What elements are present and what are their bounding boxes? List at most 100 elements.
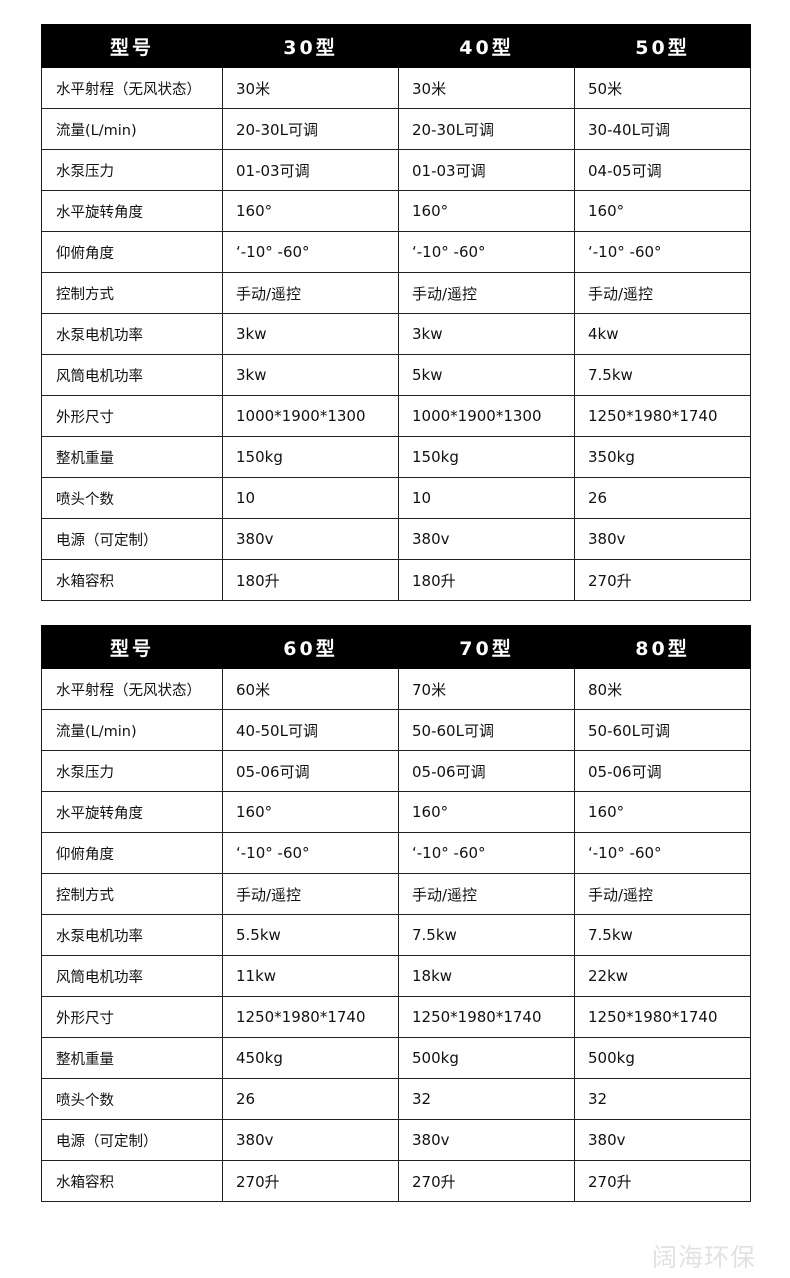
spec-label: 外形尺寸 (41, 395, 223, 437)
spec-value: 05-06可调 (222, 750, 399, 792)
spec-value: 40-50L可调 (222, 709, 399, 751)
table-row: 仰俯角度 ‘-10° -60° ‘-10° -60° ‘-10° -60° (41, 832, 751, 874)
spec-value: ‘-10° -60° (222, 231, 399, 273)
spec-value: 150kg (398, 436, 575, 478)
spec-value: 160° (222, 791, 399, 833)
table-row: 整机重量 450kg 500kg 500kg (41, 1037, 751, 1079)
spec-value: 5kw (398, 354, 575, 396)
spec-value: 手动/遥控 (222, 873, 399, 915)
header-row: 型号 30型 40型 50型 (41, 24, 751, 68)
table-row: 外形尺寸 1250*1980*1740 1250*1980*1740 1250*198… (41, 996, 751, 1038)
table-row: 仰俯角度 ‘-10° -60° ‘-10° -60° ‘-10° -60° (41, 231, 751, 273)
spec-value: 350kg (574, 436, 751, 478)
spec-value: 3kw (222, 354, 399, 396)
spec-value: 60米 (222, 668, 399, 710)
spec-value: 手动/遥控 (398, 873, 575, 915)
header-model: 50型 (574, 24, 751, 68)
spec-value: 80米 (574, 668, 751, 710)
spec-value: 01-03可调 (222, 149, 399, 191)
spec-value: 380v (222, 1119, 399, 1161)
spec-value: 50-60L可调 (574, 709, 751, 751)
spec-label: 风筒电机功率 (41, 354, 223, 396)
spec-label: 整机重量 (41, 1037, 223, 1079)
spec-value: 1250*1980*1740 (222, 996, 399, 1038)
table-row: 水平射程（无风状态） 30米 30米 50米 (41, 67, 751, 109)
spec-value: 30米 (222, 67, 399, 109)
spec-value: 160° (398, 791, 575, 833)
spec-label: 水箱容积 (41, 1160, 223, 1202)
spec-value: 7.5kw (574, 354, 751, 396)
spec-value: 270升 (222, 1160, 399, 1202)
spec-value: 18kw (398, 955, 575, 997)
table-row: 水箱容积 180升 180升 270升 (41, 559, 751, 601)
spec-value: 3kw (222, 313, 399, 355)
table-row: 水泵压力 05-06可调 05-06可调 05-06可调 (41, 750, 751, 792)
spec-label: 外形尺寸 (41, 996, 223, 1038)
spec-value: 270升 (574, 1160, 751, 1202)
spec-value: 500kg (574, 1037, 751, 1079)
spec-value: ‘-10° -60° (222, 832, 399, 874)
spec-label: 风筒电机功率 (41, 955, 223, 997)
spec-value: 30-40L可调 (574, 108, 751, 150)
spec-value: 270升 (574, 559, 751, 601)
spec-value: ‘-10° -60° (398, 832, 575, 874)
spec-value: 160° (574, 190, 751, 232)
header-model: 80型 (574, 625, 751, 669)
table-row: 电源（可定制） 380v 380v 380v (41, 1119, 751, 1161)
spec-value: 160° (398, 190, 575, 232)
spec-label: 喷头个数 (41, 477, 223, 519)
spec-value: 32 (398, 1078, 575, 1120)
header-model: 70型 (398, 625, 575, 669)
spec-value: 180升 (398, 559, 575, 601)
spec-label: 电源（可定制） (41, 1119, 223, 1161)
spec-label: 整机重量 (41, 436, 223, 478)
header-model-label: 型号 (41, 24, 223, 68)
spec-value: 7.5kw (398, 914, 575, 956)
spec-value: 450kg (222, 1037, 399, 1079)
spec-value: 50米 (574, 67, 751, 109)
table-row: 水平旋转角度 160° 160° 160° (41, 791, 751, 833)
spec-value: 1250*1980*1740 (398, 996, 575, 1038)
spec-value: 手动/遥控 (574, 272, 751, 314)
header-model: 40型 (398, 24, 575, 68)
spec-value: 270升 (398, 1160, 575, 1202)
spec-value: 20-30L可调 (398, 108, 575, 150)
spec-value: 20-30L可调 (222, 108, 399, 150)
spec-value: 50-60L可调 (398, 709, 575, 751)
spec-value: 4kw (574, 313, 751, 355)
spec-label: 喷头个数 (41, 1078, 223, 1120)
spec-label: 水箱容积 (41, 559, 223, 601)
spec-value: 1250*1980*1740 (574, 395, 751, 437)
spec-value: 手动/遥控 (398, 272, 575, 314)
spec-value: 手动/遥控 (222, 272, 399, 314)
table-row: 水泵电机功率 3kw 3kw 4kw (41, 313, 751, 355)
table-row: 控制方式 手动/遥控 手动/遥控 手动/遥控 (41, 272, 751, 314)
spec-value: 1000*1900*1300 (398, 395, 575, 437)
spec-table-2: 型号 60型 70型 80型 水平射程（无风状态） 60米 70米 80米 流量(L/min)… (41, 625, 751, 1202)
spec-value: 1000*1900*1300 (222, 395, 399, 437)
spec-value: ‘-10° -60° (574, 832, 751, 874)
spec-value: 10 (398, 477, 575, 519)
table-row: 流量(L/min) 40-50L可调 50-60L可调 50-60L可调 (41, 709, 751, 751)
spec-value: 380v (574, 518, 751, 560)
spec-value: 150kg (222, 436, 399, 478)
spec-label: 水平射程（无风状态） (41, 668, 223, 710)
spec-label: 流量(L/min) (41, 709, 223, 751)
table-row: 电源（可定制） 380v 380v 380v (41, 518, 751, 560)
spec-value: 26 (574, 477, 751, 519)
header-model: 30型 (222, 24, 399, 68)
spec-value: 05-06可调 (398, 750, 575, 792)
table-row: 喷头个数 10 10 26 (41, 477, 751, 519)
table-row: 水平旋转角度 160° 160° 160° (41, 190, 751, 232)
spec-value: 22kw (574, 955, 751, 997)
spec-value: 380v (398, 1119, 575, 1161)
table-row: 流量(L/min) 20-30L可调 20-30L可调 30-40L可调 (41, 108, 751, 150)
table-row: 外形尺寸 1000*1900*1300 1000*1900*1300 1250*198… (41, 395, 751, 437)
spec-value: 手动/遥控 (574, 873, 751, 915)
spec-label: 水泵电机功率 (41, 313, 223, 355)
spec-value: 160° (574, 791, 751, 833)
spec-value: 380v (398, 518, 575, 560)
header-model-label: 型号 (41, 625, 223, 669)
spec-label: 电源（可定制） (41, 518, 223, 560)
spec-table-1: 型号 30型 40型 50型 水平射程（无风状态） 30米 30米 50米 流量(L/min)… (41, 24, 751, 601)
